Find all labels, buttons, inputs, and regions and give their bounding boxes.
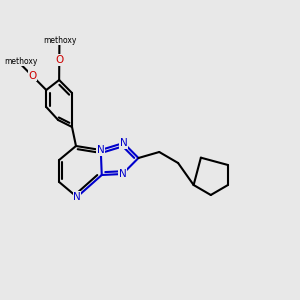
Text: N: N	[119, 169, 126, 179]
Text: N: N	[120, 138, 128, 148]
Text: O: O	[28, 71, 36, 81]
Text: N: N	[97, 145, 105, 155]
Text: N: N	[73, 192, 81, 202]
Text: methoxy: methoxy	[44, 35, 77, 44]
Text: O: O	[55, 55, 63, 65]
Text: methoxy: methoxy	[4, 57, 37, 66]
